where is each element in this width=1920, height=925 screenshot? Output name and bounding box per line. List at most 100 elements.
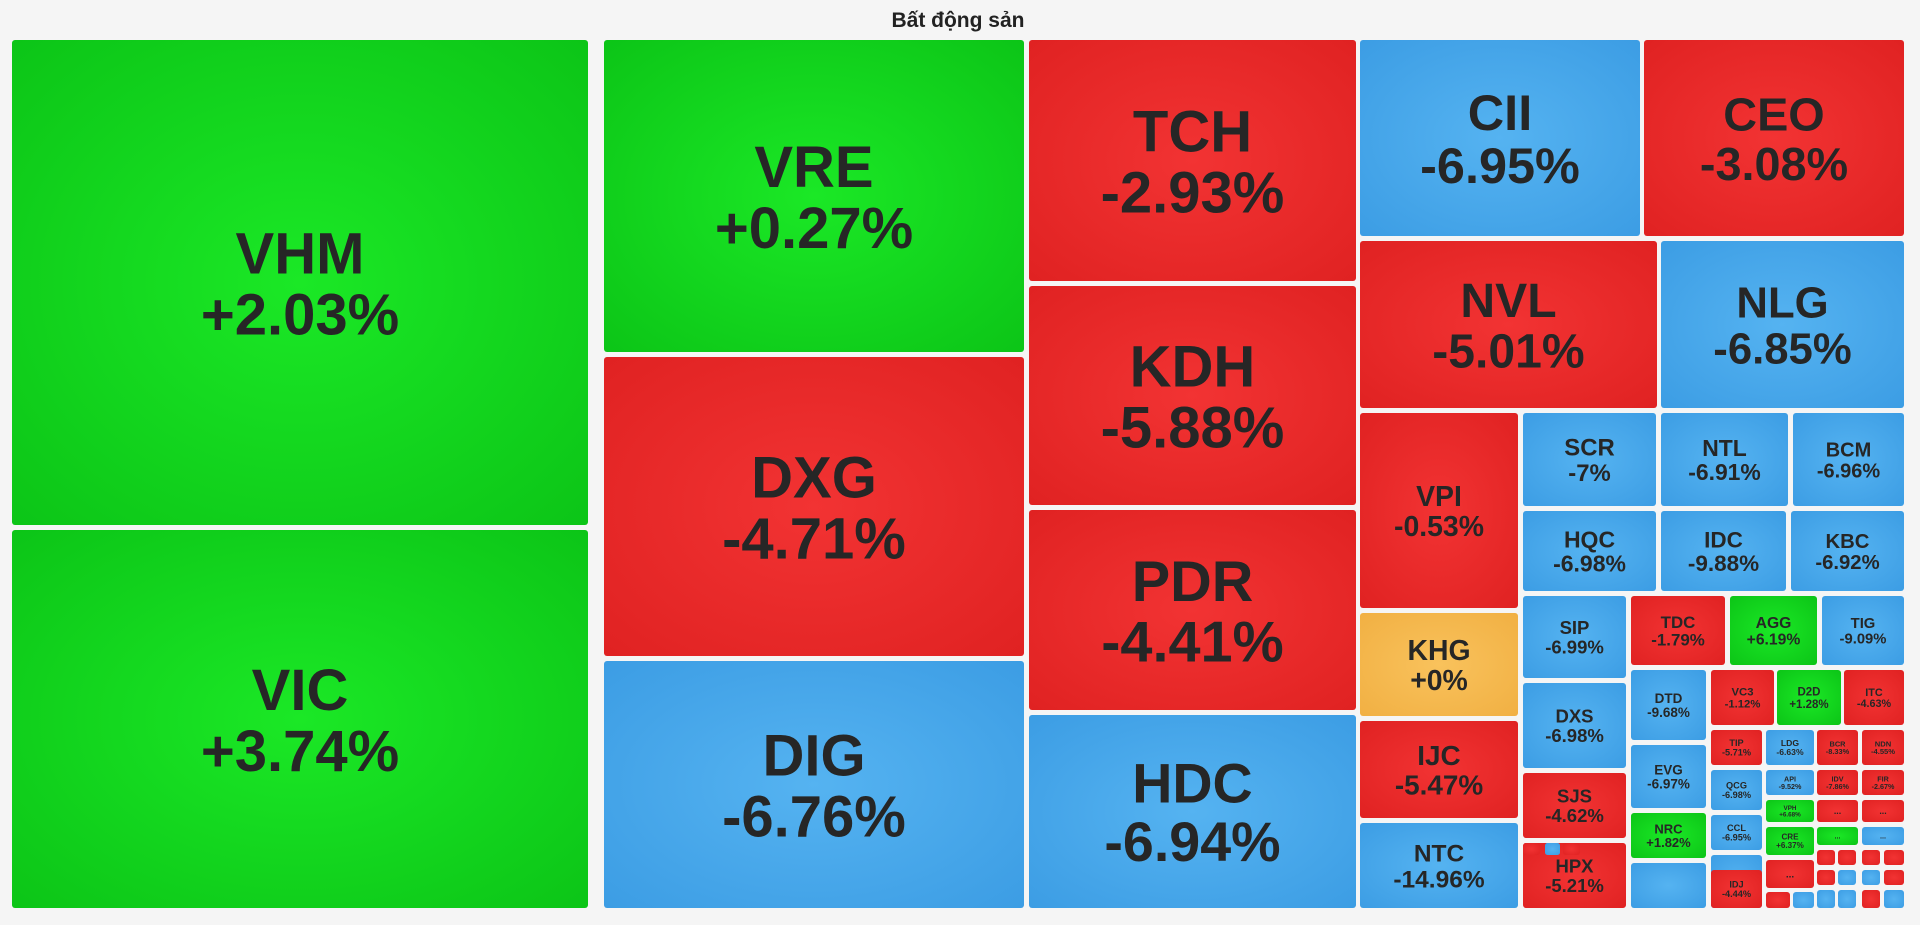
tile-rect[interactable] — [1838, 870, 1856, 885]
tile-rect[interactable] — [1817, 730, 1858, 765]
tile-rect[interactable] — [1844, 670, 1904, 725]
tile-rect[interactable] — [1711, 815, 1762, 850]
tile-rect[interactable] — [1360, 413, 1518, 608]
tile-small-59[interactable] — [1838, 870, 1856, 885]
tile-ntc[interactable]: NTC-14.96% — [1360, 823, 1518, 908]
tile-rect[interactable] — [1360, 823, 1518, 908]
tile-nlg[interactable]: NLG-6.85% — [1661, 241, 1904, 408]
tile-small-67[interactable] — [1793, 892, 1814, 908]
tile-ldg[interactable]: LDG-6.63% — [1766, 730, 1814, 765]
tile-small-66[interactable] — [1766, 892, 1790, 908]
tile-rect[interactable] — [1644, 40, 1904, 236]
tile-rect[interactable] — [1523, 413, 1656, 506]
tile-rect[interactable] — [1711, 670, 1774, 725]
tile-hqc[interactable]: HQC-6.98% — [1523, 511, 1656, 591]
tile-rect[interactable] — [1029, 715, 1356, 908]
tile-rect[interactable] — [1631, 813, 1706, 858]
tile-rect[interactable] — [1766, 730, 1814, 765]
tile-qcg[interactable]: QCG-6.98% — [1711, 770, 1762, 810]
tile-rect[interactable] — [1523, 596, 1626, 678]
tile-tip[interactable]: TIP-5.71% — [1711, 730, 1762, 765]
tile-vhm[interactable]: VHM+2.03% — [12, 40, 588, 525]
tile-rect[interactable] — [1817, 870, 1835, 885]
tile-bcr[interactable]: BCR-8.33% — [1817, 730, 1858, 765]
tile-tdc[interactable]: TDC-1.79% — [1631, 596, 1725, 665]
tile-hdc[interactable]: HDC-6.94% — [1029, 715, 1356, 908]
tile-rect[interactable] — [12, 40, 588, 525]
tile-vic[interactable]: VIC+3.74% — [12, 530, 588, 908]
tile-rect[interactable] — [1862, 890, 1880, 908]
tile-rect[interactable] — [1884, 870, 1904, 885]
tile-rect[interactable] — [1766, 860, 1814, 888]
tile-small-60[interactable] — [1862, 870, 1880, 885]
tile-rect[interactable] — [1563, 843, 1580, 855]
tile-rect[interactable] — [1817, 827, 1858, 845]
tile-vc3[interactable]: VC3-1.12% — [1711, 670, 1774, 725]
tile-rect[interactable] — [1817, 890, 1835, 908]
tile-fir[interactable]: FIR-2.67% — [1862, 770, 1904, 795]
tile-cii[interactable]: CII-6.95% — [1360, 40, 1640, 236]
tile-d2d[interactable]: D2D+1.28% — [1777, 670, 1841, 725]
tile-rect[interactable] — [1862, 870, 1880, 885]
tile-rect[interactable] — [1884, 890, 1904, 908]
tile-small-68[interactable] — [1631, 863, 1706, 908]
tile-api[interactable]: API-9.52% — [1766, 770, 1814, 795]
tile-rect[interactable] — [1711, 770, 1762, 810]
tile-rect[interactable] — [1360, 241, 1657, 408]
tile-small-49[interactable]: ... — [1766, 860, 1814, 888]
tile-rect[interactable] — [1862, 730, 1904, 765]
tile-rect[interactable] — [1822, 596, 1904, 665]
tile-rect[interactable] — [1029, 510, 1356, 710]
tile-bcm[interactable]: BCM-6.96% — [1793, 413, 1904, 506]
tile-ntl[interactable]: NTL-6.91% — [1661, 413, 1788, 506]
tile-rect[interactable] — [1523, 683, 1626, 768]
tile-dtd[interactable]: DTD-9.68% — [1631, 670, 1706, 740]
tile-rect[interactable] — [1766, 827, 1814, 855]
tile-rect[interactable] — [1661, 511, 1786, 591]
tile-ccl[interactable]: CCL-6.95% — [1711, 815, 1762, 850]
tile-rect[interactable] — [1793, 413, 1904, 506]
tile-rect[interactable] — [1766, 770, 1814, 795]
tile-rect[interactable] — [1766, 892, 1790, 908]
tile-kdh[interactable]: KDH-5.88% — [1029, 286, 1356, 505]
tile-tch[interactable]: TCH-2.93% — [1029, 40, 1356, 281]
tile-hpx[interactable]: HPX-5.21% — [1523, 843, 1626, 908]
tile-rect[interactable] — [1631, 670, 1706, 740]
tile-rect[interactable] — [1777, 670, 1841, 725]
tile-rect[interactable] — [1884, 850, 1904, 865]
tile-rect[interactable] — [604, 661, 1024, 908]
tile-small-51[interactable]: ... — [1862, 800, 1904, 822]
tile-small-62[interactable] — [1817, 890, 1835, 908]
tile-rect[interactable] — [1661, 241, 1904, 408]
tile-rect[interactable] — [1862, 770, 1904, 795]
tile-vph[interactable]: VPH+6.68% — [1766, 800, 1814, 822]
tile-rect[interactable] — [1523, 843, 1540, 855]
tile-rect[interactable] — [1545, 843, 1560, 855]
tile-small-61[interactable] — [1884, 870, 1904, 885]
tile-agg[interactable]: AGG+6.19% — [1730, 596, 1817, 665]
tile-rect[interactable] — [604, 357, 1024, 656]
tile-khg[interactable]: KHG+0% — [1360, 613, 1518, 716]
tile-itc[interactable]: ITC-4.63% — [1844, 670, 1904, 725]
tile-sjs[interactable]: SJS-4.62% — [1523, 773, 1626, 838]
tile-dxg[interactable]: DXG-4.71% — [604, 357, 1024, 656]
tile-tig[interactable]: TIG-9.09% — [1822, 596, 1904, 665]
tile-rect[interactable] — [604, 40, 1024, 352]
tile-rect[interactable] — [1631, 863, 1706, 908]
tile-rect[interactable] — [1730, 596, 1817, 665]
tile-rect[interactable] — [1029, 40, 1356, 281]
tile-nvl[interactable]: NVL-5.01% — [1360, 241, 1657, 408]
tile-small-64[interactable] — [1862, 890, 1880, 908]
tile-idv[interactable]: IDV-7.86% — [1817, 770, 1858, 795]
tile-dig[interactable]: DIG-6.76% — [604, 661, 1024, 908]
tile-rect[interactable] — [1817, 850, 1835, 865]
tile-rect[interactable] — [1766, 800, 1814, 822]
tile-rect[interactable] — [1029, 286, 1356, 505]
tile-rect[interactable] — [1360, 40, 1640, 236]
tile-rect[interactable] — [12, 530, 588, 908]
tile-small-65[interactable] — [1884, 890, 1904, 908]
tile-rect[interactable] — [1862, 850, 1880, 865]
tile-scr[interactable]: SCR-7% — [1523, 413, 1656, 506]
tile-rect[interactable] — [1838, 850, 1856, 865]
tile-rect[interactable] — [1523, 843, 1626, 908]
